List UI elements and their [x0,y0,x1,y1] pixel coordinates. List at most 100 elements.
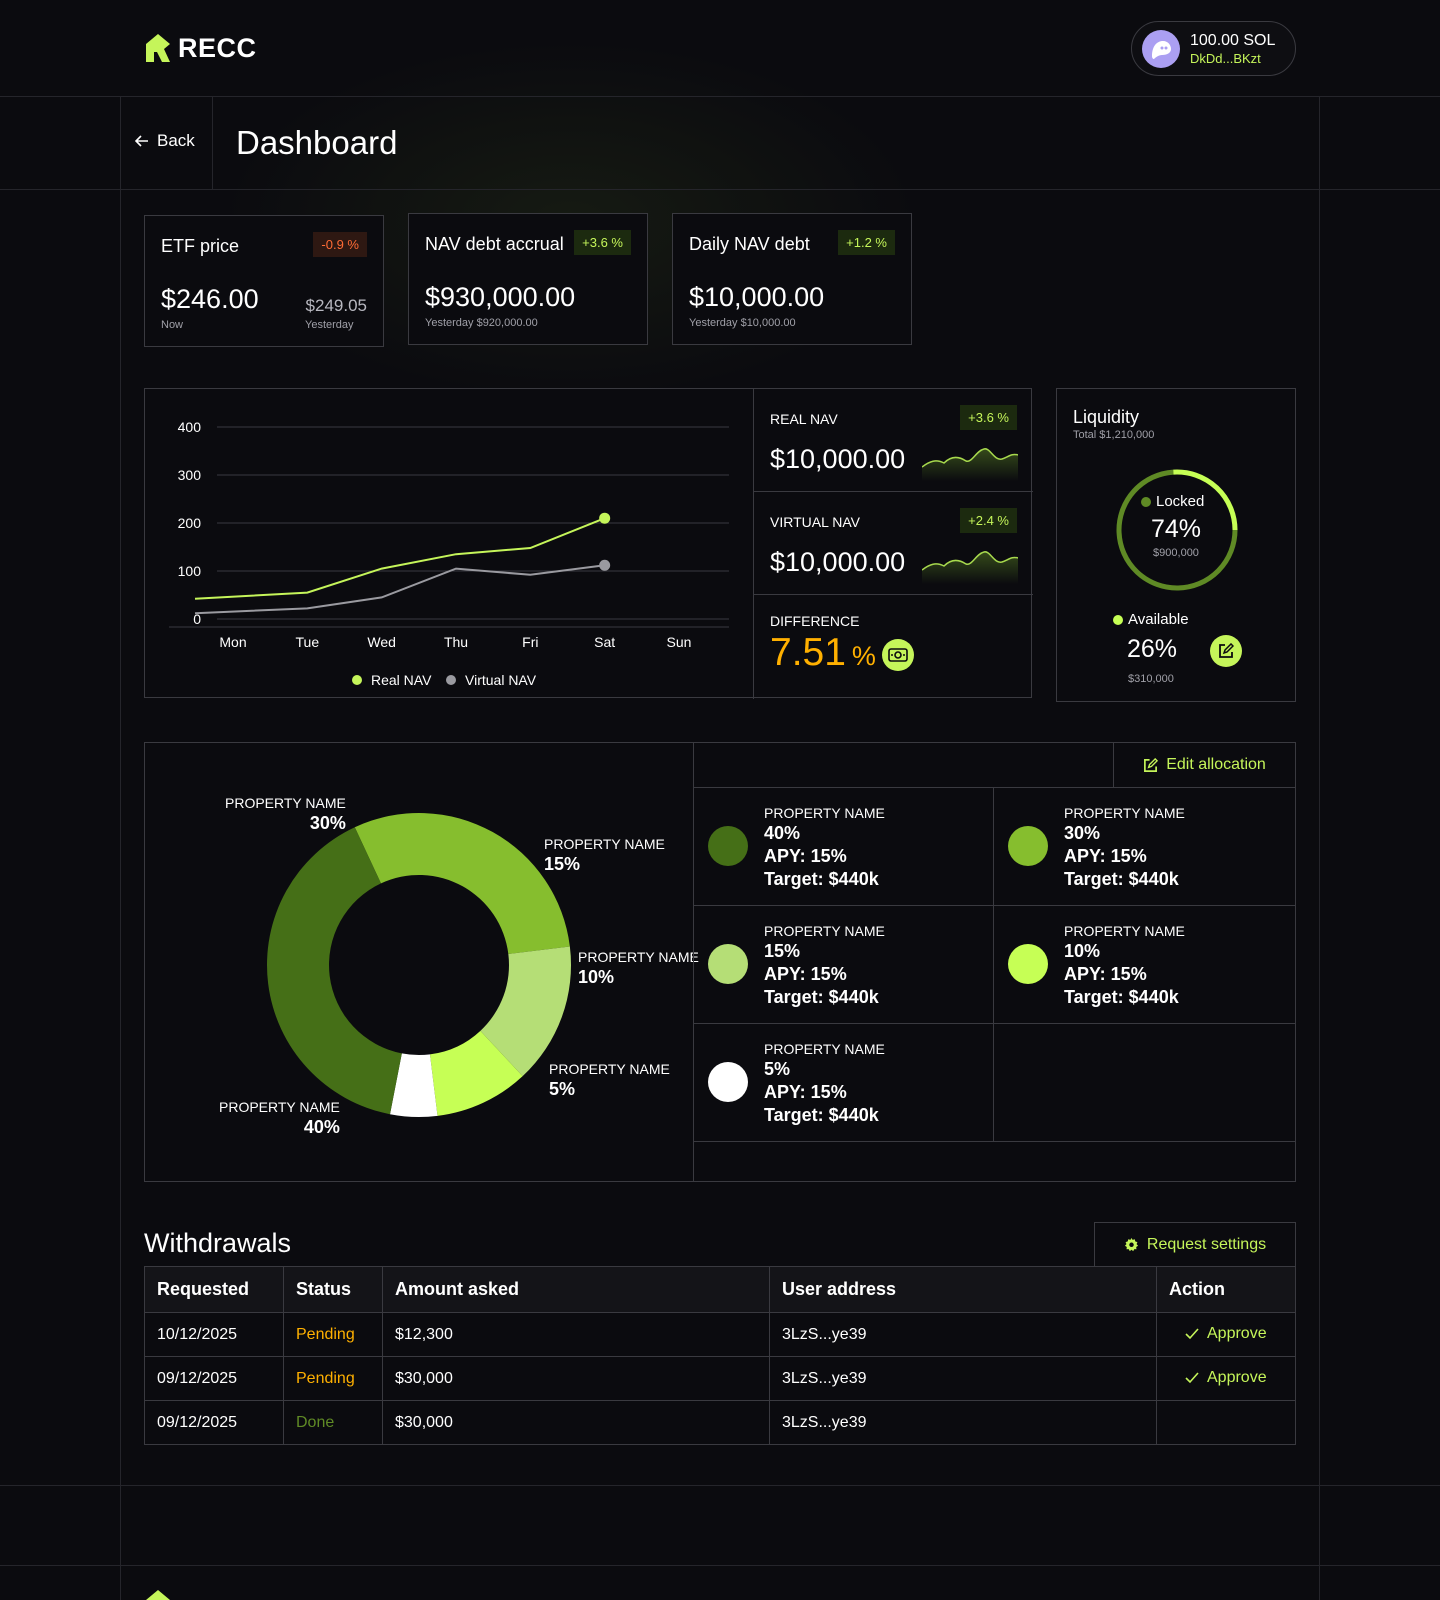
back-button[interactable]: Back [135,131,195,151]
request-settings-label: Request settings [1146,1235,1267,1253]
x-tick-label: Fri [522,634,538,650]
address-cell: 3LzS...ye39 [769,1356,1157,1401]
nav-accrual-sub: Yesterday $920,000.00 [425,317,538,329]
status-cell: Done [283,1400,383,1445]
legend-dot [352,675,362,685]
nav-line-chart: 0 100 200 300 400 Mon Tue Wed Thu Fri Sat Sun Real N… [169,419,729,688]
allocation-panel: PROPERTY NAME 30% PROPERTY NAME 15% PROPER… [144,742,1296,1182]
withdrawals-table: Requested Status Amount asked User addre… [144,1266,1296,1445]
amount-cell: $12,300 [382,1312,770,1357]
address-cell: 3LzS...ye39 [769,1400,1157,1445]
real-nav-card: REAL NAV +3.6 % $10,000.00 [753,389,1033,492]
property-target: Target: $440k [1064,869,1179,889]
action-cell [1156,1400,1296,1445]
series-end-point [599,559,611,571]
column-header: Requested [144,1266,284,1313]
property-percent: 5% [764,1059,791,1079]
edit-allocation-label: Edit allocation [1166,756,1266,773]
property-apy: APY: 15% [1064,964,1147,984]
property-color-dot [708,1062,748,1102]
etf-price-label: ETF price [161,236,240,256]
daily-nav-debt-card: Daily NAV debt +1.2 % $10,000.00 Yesterd… [672,213,912,345]
edit-icon [1219,643,1234,658]
property-percent: 15% [764,941,801,961]
property-apy: APY: 15% [1064,846,1147,866]
check-icon [1185,1327,1199,1339]
real-nav-sparkline [922,448,1018,481]
donut-label-15: PROPERTY NAME 15% [544,836,665,874]
x-tick-label: Sat [594,634,615,650]
etf-yesterday-label: Yesterday [305,319,354,331]
property-color-dot [1008,826,1048,866]
table-header-row: Requested Status Amount asked User addre… [144,1266,1296,1313]
check-icon [1185,1371,1199,1383]
x-tick-label: Wed [367,634,396,650]
series-line-virtual-nav [194,564,605,615]
etf-now-value: $246.00 [161,284,259,314]
property-apy: APY: 15% [764,1082,847,1102]
property-name: PROPERTY NAME [1064,923,1185,939]
action-cell: Approve [1156,1312,1296,1357]
requested-cell: 09/12/2025 [144,1356,284,1401]
edit-allocation-button[interactable]: Edit allocation [1113,743,1295,787]
etf-yesterday-value: $249.05 [305,296,367,315]
status-cell: Pending [283,1356,383,1401]
daily-nav-label: Daily NAV debt [689,234,810,254]
property-percent: 30% [1064,823,1101,843]
nav-chart-panel: 0 100 200 300 400 Mon Tue Wed Thu Fri Sat Sun Real N… [144,388,1033,699]
real-nav-badge: +3.6 % [960,405,1017,430]
wallet-balance: 100.00 SOL [1190,31,1276,49]
nav-accrual-value: $930,000.00 [425,282,576,312]
property-card: PROPERTY NAME 40% APY: 15% Target: $440k [693,787,993,905]
donut-slice-40 [267,827,402,1115]
y-tick-label: 400 [178,419,202,435]
column-header: Status [283,1266,383,1313]
virtual-nav-card: VIRTUAL NAV +2.4 % $10,000.00 [753,492,1033,595]
property-name: PROPERTY NAME [764,923,885,939]
y-tick-label: 200 [178,515,202,531]
virtual-nav-value: $10,000.00 [770,547,906,577]
approve-label: Approve [1207,1324,1267,1342]
logo[interactable]: RECC [144,32,257,64]
donut-slice-30 [354,813,570,955]
request-settings-button[interactable]: Request settings [1094,1222,1296,1267]
requested-cell: 09/12/2025 [144,1400,284,1445]
wallet-button[interactable]: 100.00 SOL DkDd...BKzt [1131,21,1296,76]
daily-nav-value: $10,000.00 [689,282,825,312]
real-nav-value: $10,000.00 [770,444,906,474]
difference-label: DIFFERENCE [770,613,860,629]
property-apy: APY: 15% [764,964,847,984]
x-tick-label: Mon [219,634,246,650]
daily-nav-badge: +1.2 % [838,230,895,255]
property-card: PROPERTY NAME 10% APY: 15% Target: $440k [993,905,1295,1023]
wallet-address: DkDd...BKzt [1190,50,1261,66]
x-tick-label: Sun [667,634,692,650]
property-color-dot [708,826,748,866]
donut-label-5: PROPERTY NAME 5% [549,1061,670,1099]
property-target: Target: $440k [764,869,879,889]
withdrawals-title: Withdrawals [144,1228,292,1258]
liquidity-ring [1116,469,1238,591]
edit-icon [1144,757,1159,772]
virtual-nav-label: VIRTUAL NAV [770,514,860,530]
nav-accrual-badge: +3.6 % [574,230,631,255]
etf-price-card: ETF price -0.9 % $246.00 Now $249.05 Yes… [144,215,384,347]
property-name: PROPERTY NAME [764,805,885,821]
property-color-dot [708,944,748,984]
column-header: User address [769,1266,1157,1313]
table-row: 10/12/2025 Pending $12,300 3LzS...ye39 A… [144,1312,1296,1357]
donut-slice-15 [480,946,571,1077]
locked-label: Locked [1156,493,1205,510]
address-cell: 3LzS...ye39 [769,1312,1157,1357]
liquidity-total: Total $1,210,000 [1073,429,1155,441]
property-target: Target: $440k [764,987,879,1007]
series-line-real-nav [194,517,606,600]
approve-button[interactable]: Approve [1185,1325,1267,1343]
property-color-dot [1008,944,1048,984]
property-card: PROPERTY NAME 15% APY: 15% Target: $440k [693,905,993,1023]
donut-label-30: PROPERTY NAME 30% [225,795,346,833]
property-name: PROPERTY NAME [1064,805,1185,821]
available-percent: 26% [1127,635,1178,663]
edit-liquidity-button[interactable] [1210,635,1242,667]
approve-button[interactable]: Approve [1185,1369,1267,1387]
